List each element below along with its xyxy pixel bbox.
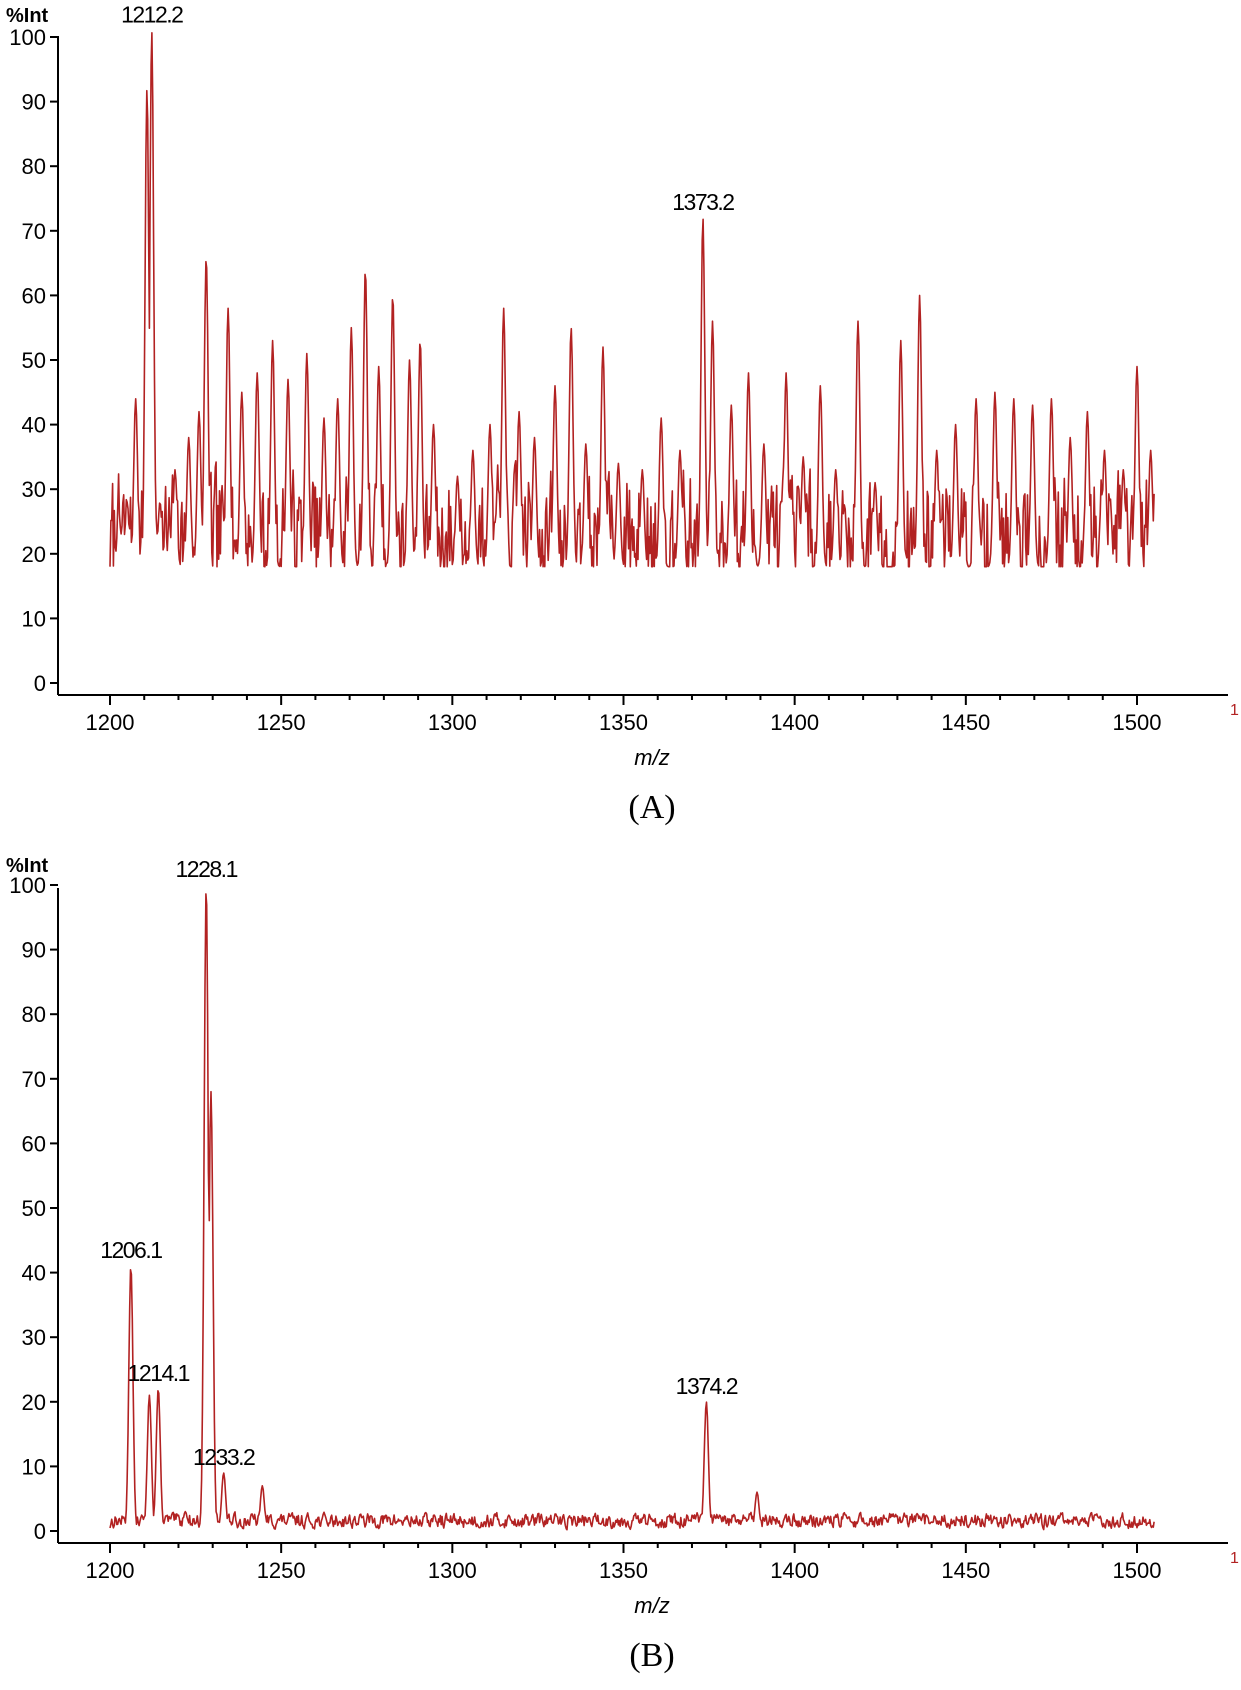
x-tick-label: 1200 bbox=[86, 710, 135, 735]
spectrum-trace bbox=[109, 31, 1155, 568]
x-tick-label: 1450 bbox=[941, 1558, 990, 1583]
peak-labels: 1206.1 1214.1 1228.1 1233.2 1374.2 bbox=[100, 856, 739, 1470]
x-tick-label: 1250 bbox=[257, 710, 306, 735]
x-axis-title: m/z bbox=[634, 1593, 669, 1618]
peak-label: 1233.2 bbox=[193, 1444, 255, 1470]
x-tick-label: 1400 bbox=[770, 710, 819, 735]
x-tick-label: 1250 bbox=[257, 1558, 306, 1583]
y-tick-label: 60 bbox=[22, 283, 46, 308]
y-tick-label: 10 bbox=[22, 1454, 46, 1479]
y-tick-label: 40 bbox=[22, 1261, 46, 1286]
y-tick-label: 20 bbox=[22, 1390, 46, 1415]
y-ticks: 0 10 20 30 40 50 60 70 80 90 100 bbox=[9, 25, 58, 696]
spectrum-trace bbox=[109, 893, 1155, 1531]
x-tick-label: 1300 bbox=[428, 1558, 477, 1583]
y-tick-label: 30 bbox=[22, 1325, 46, 1350]
peak-labels: 1212.2 1373.2 bbox=[121, 2, 736, 215]
peak-label: 1373.2 bbox=[672, 189, 734, 215]
y-axis-label: %Int bbox=[6, 855, 49, 877]
peak-label: 1228.1 bbox=[176, 856, 238, 882]
y-tick-label: 60 bbox=[22, 1131, 46, 1156]
x-axis-title: m/z bbox=[634, 745, 669, 770]
spectrum-panel-a: %Int 0 10 20 30 40 50 60 70 80 90 100 1200 1250 1300… bbox=[6, 2, 1239, 826]
x-axis-end-mark: 1 bbox=[1230, 1550, 1239, 1567]
y-tick-label: 70 bbox=[22, 1067, 46, 1092]
x-tick-label: 1500 bbox=[1113, 710, 1162, 735]
y-tick-label: 0 bbox=[34, 671, 46, 696]
y-tick-label: 80 bbox=[22, 1002, 46, 1027]
y-tick-label: 20 bbox=[22, 542, 46, 567]
y-tick-label: 90 bbox=[22, 938, 46, 963]
y-tick-label: 80 bbox=[22, 154, 46, 179]
x-ticks: 1200 1250 1300 1350 1400 1450 1500 bbox=[86, 695, 1162, 735]
peak-label: 1374.2 bbox=[676, 1373, 738, 1399]
spectrum-panel-b: %Int 0 10 20 30 40 50 60 70 80 90 100 1200 1250 1300… bbox=[6, 855, 1239, 1674]
y-tick-label: 30 bbox=[22, 477, 46, 502]
x-tick-label: 1500 bbox=[1113, 1558, 1162, 1583]
y-tick-label: 100 bbox=[9, 873, 46, 898]
y-tick-label: 50 bbox=[22, 1196, 46, 1221]
peak-label: 1214.1 bbox=[128, 1360, 190, 1386]
y-tick-label: 90 bbox=[22, 90, 46, 115]
y-tick-label: 40 bbox=[22, 413, 46, 438]
y-tick-label: 0 bbox=[34, 1519, 46, 1544]
panel-label-b: (B) bbox=[629, 1637, 674, 1674]
x-axis-end-mark: 1 bbox=[1230, 702, 1239, 719]
y-tick-label: 10 bbox=[22, 606, 46, 631]
y-axis-label: %Int bbox=[6, 5, 49, 27]
x-tick-label: 1350 bbox=[599, 710, 648, 735]
x-tick-label: 1300 bbox=[428, 710, 477, 735]
x-ticks: 1200 1250 1300 1350 1400 1450 1500 bbox=[86, 1543, 1162, 1583]
y-tick-label: 70 bbox=[22, 219, 46, 244]
panel-label-a: (A) bbox=[628, 789, 675, 826]
x-tick-label: 1350 bbox=[599, 1558, 648, 1583]
y-tick-label: 50 bbox=[22, 348, 46, 373]
x-tick-label: 1200 bbox=[86, 1558, 135, 1583]
y-tick-label: 100 bbox=[9, 25, 46, 50]
peak-label: 1212.2 bbox=[121, 2, 183, 28]
y-ticks: 0 10 20 30 40 50 60 70 80 90 100 bbox=[9, 873, 58, 1544]
peak-label: 1206.1 bbox=[100, 1237, 162, 1263]
x-tick-label: 1450 bbox=[941, 710, 990, 735]
x-tick-label: 1400 bbox=[770, 1558, 819, 1583]
